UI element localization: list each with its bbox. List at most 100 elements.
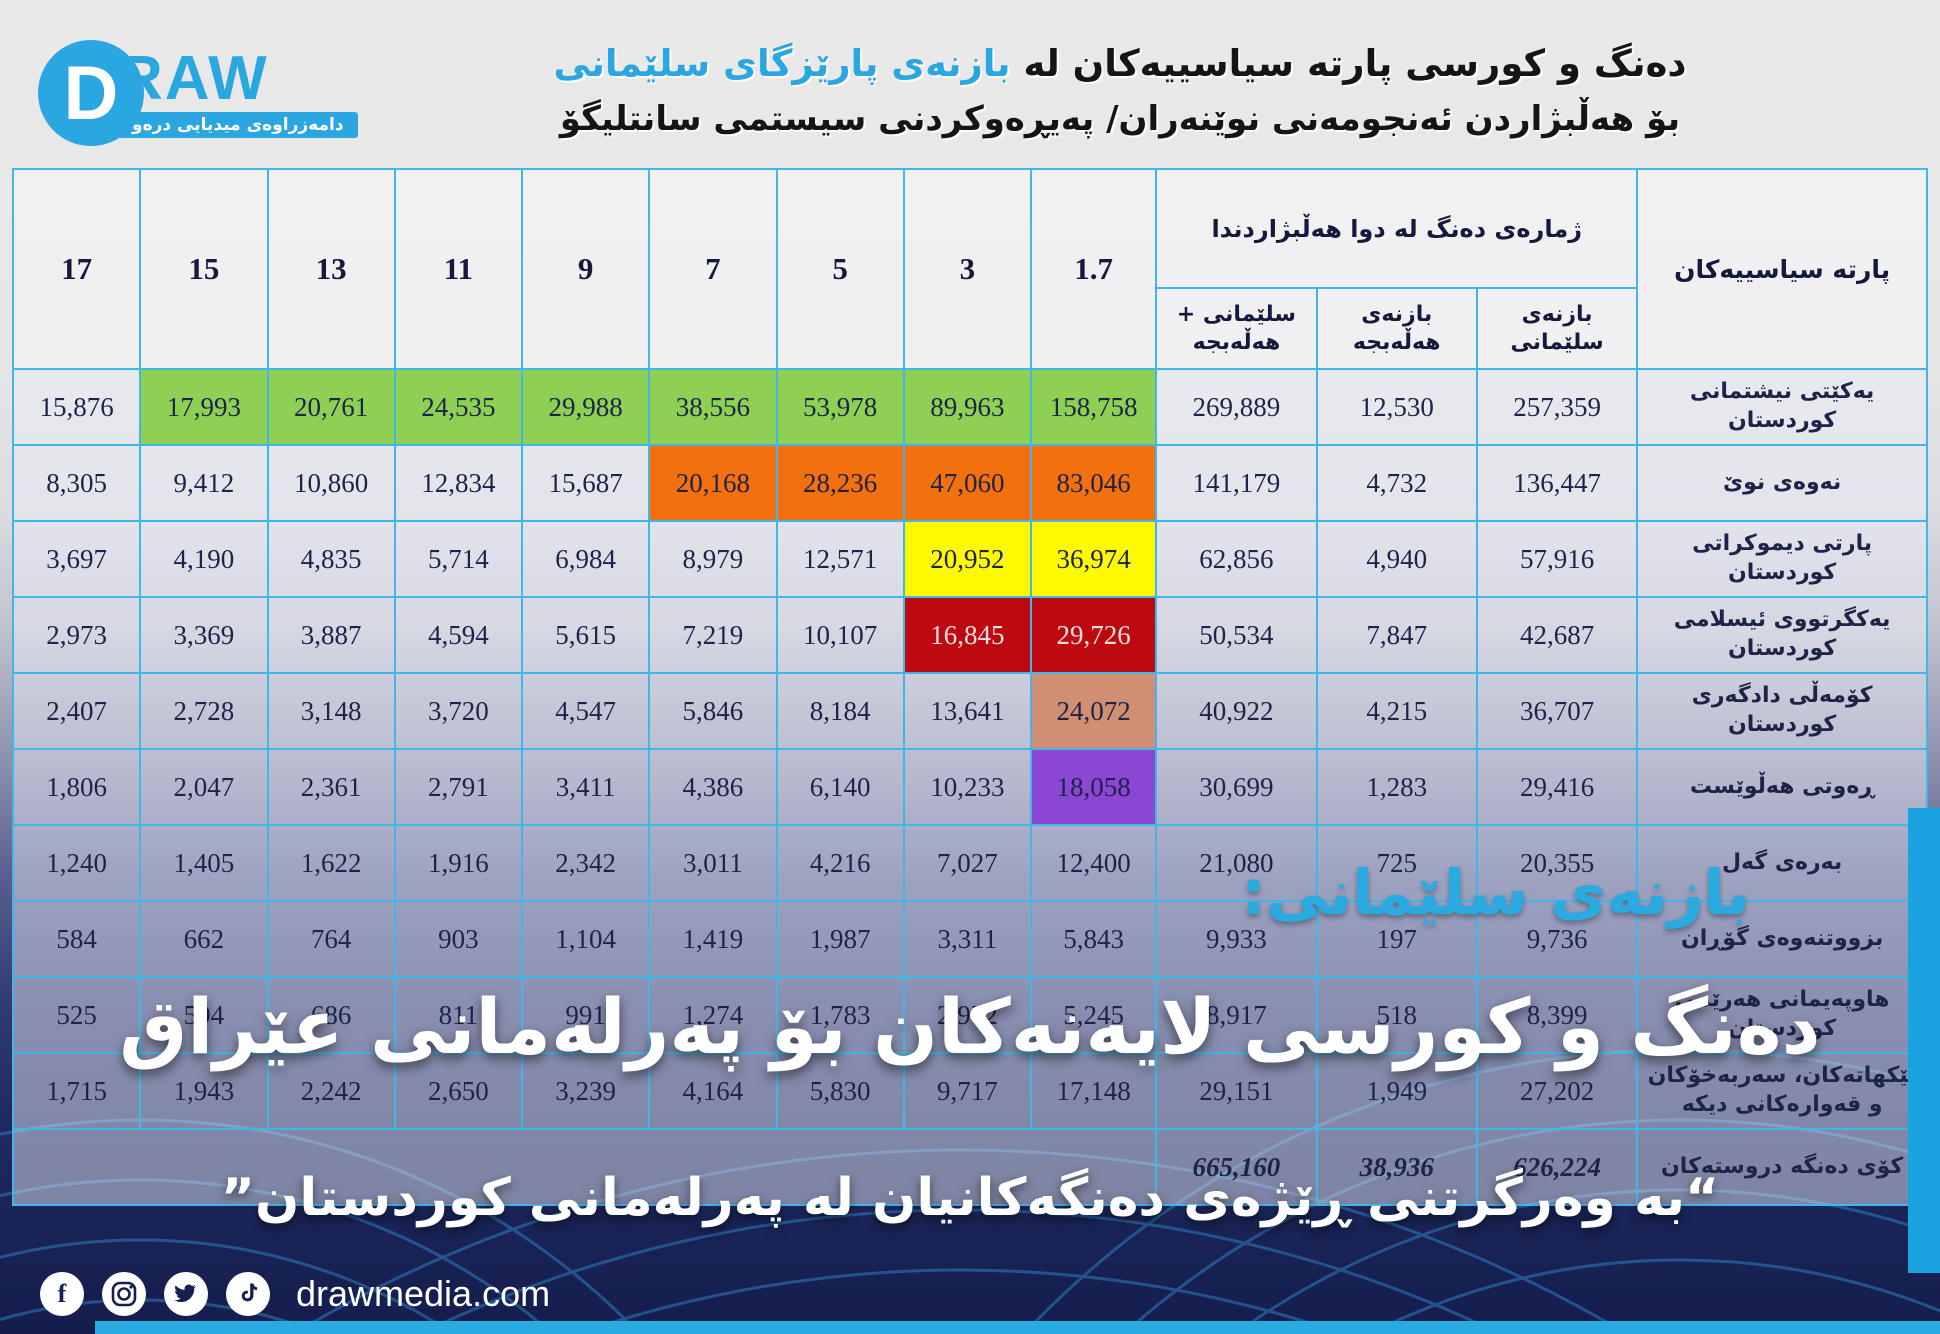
party-name-cell: بزووتنەوەی گۆڕان: [1636, 900, 1928, 978]
divisor-value-cell: 1,622: [266, 824, 396, 902]
divisor-value-cell: 36,974: [1029, 520, 1158, 598]
votes-halabja-cell: 197: [1315, 900, 1478, 978]
divisor-value-cell: 8,305: [11, 444, 142, 522]
table-row: 8,305 9,412 10,860 12,834 15,687 20,168 28,236…: [11, 444, 1928, 522]
divisor-value-cell: 4,386: [648, 748, 778, 826]
table-row: 1,806 2,047 2,361 2,791 3,411 4,386 6,140 10,23…: [11, 748, 1928, 826]
divisor-column-header: 11: [393, 168, 524, 370]
divisor-value-cell: 525: [11, 976, 142, 1054]
votes-group-header: ژمارەی دەنگ لە دوا هەڵبژاردندا: [1155, 168, 1639, 289]
party-name-cell: هاوپەیمانی هەرێمی کوردستان: [1636, 976, 1928, 1054]
twitter-icon: [164, 1272, 208, 1316]
divisor-value-cell: 3,369: [139, 596, 269, 674]
votes-sulaymaniyah-cell: 257,359: [1475, 368, 1639, 446]
divisor-value-cell: 1,943: [139, 1052, 269, 1130]
title-line1-highlight: بازنەی پارێزگای سلێمانی: [553, 42, 1011, 85]
divisor-value-cell: 12,834: [393, 444, 524, 522]
divisor-value-cell: 3,887: [266, 596, 396, 674]
votes-total-cell: 30,699: [1155, 748, 1318, 826]
divisor-value-cell: 3,697: [11, 520, 142, 598]
divisor-value-cell: 158,758: [1029, 368, 1158, 446]
divisor-value-cell: 2,650: [393, 1052, 524, 1130]
page-title: دەنگ و کورسی پارتە سیاسییەکان لە بازنەی …: [330, 42, 1910, 139]
divisor-value-cell: 29,726: [1029, 596, 1158, 674]
website-url: drawmedia.com: [296, 1273, 551, 1314]
divisor-value-cell: 5,714: [393, 520, 524, 598]
divisor-value-cell: 8,979: [648, 520, 778, 598]
divisor-value-cell: 1,419: [648, 900, 778, 978]
title-line-2: بۆ هەڵبژاردن ئەنجومەنی نوێنەران/ پەیڕەوک…: [559, 99, 1681, 139]
divisor-value-cell: 1,405: [139, 824, 269, 902]
votes-halabja-cell: 38,936: [1315, 1128, 1478, 1206]
divisor-value-cell: 1,274: [648, 976, 778, 1054]
table-row: 2,407 2,728 3,148 3,720 4,547 5,846 8,184 13,64…: [11, 672, 1928, 750]
table-row: 1,240 1,405 1,622 1,916 2,342 3,011 4,216 7,027…: [11, 824, 1928, 902]
votes-sulaymaniyah-cell: 9,736: [1475, 900, 1639, 978]
divisor-value-cell: 2,361: [266, 748, 396, 826]
divisor-column-header: 1.7: [1029, 168, 1158, 370]
party-name-cell: بەرەی گەل: [1636, 824, 1928, 902]
divisor-value-cell: 686: [266, 976, 396, 1054]
divisor-value-cell: 9,717: [902, 1052, 1033, 1130]
instagram-icon: [102, 1272, 146, 1316]
headline-overlay: دەنگ و کورسی لایەنەکان بۆ پەرلەمانی عێرا…: [119, 982, 1821, 1071]
votes-subcolumn-header: بازنەی سلێمانی: [1475, 287, 1639, 370]
title-line1-text: دەنگ و کورسی پارتە سیاسییەکان لە: [1010, 42, 1687, 85]
divisor-value-cell: 2,791: [393, 748, 524, 826]
divisor-value-cell: 10,107: [775, 596, 905, 674]
party-name-cell: ڕەوتی هەڵوێست: [1636, 748, 1928, 826]
divisor-value-cell: 3,720: [393, 672, 524, 750]
divisor-value-cell: 4,216: [775, 824, 905, 902]
divisor-value-cell: 38,556: [648, 368, 778, 446]
divisor-value-cell: 1,104: [520, 900, 651, 978]
votes-sulaymaniyah-cell: 8,399: [1475, 976, 1639, 1054]
divisor-value-cell: 12,400: [1029, 824, 1158, 902]
votes-sulaymaniyah-cell: 57,916: [1475, 520, 1639, 598]
divisor-value-cell: 3,411: [520, 748, 651, 826]
divisor-column-header: 5: [775, 168, 905, 370]
divisor-value-cell: 594: [139, 976, 269, 1054]
party-name-cell: پێکهاتەکان، سەربەخۆکان و قەوارەکانی دیکە: [1636, 1052, 1928, 1130]
facebook-icon: f: [40, 1272, 84, 1316]
divisor-value-cell: 903: [393, 900, 524, 978]
divisor-value-cell: 2,972: [902, 976, 1033, 1054]
divisor-value-cell: 991: [520, 976, 651, 1054]
divisor-value-cell: 10,860: [266, 444, 396, 522]
votes-total-cell: 21,080: [1155, 824, 1318, 902]
party-name-cell: نەوەی نوێ: [1636, 444, 1928, 522]
divisor-value-cell: 3,011: [648, 824, 778, 902]
divisor-value-cell: 47,060: [902, 444, 1033, 522]
divisor-value-cell: 2,973: [11, 596, 142, 674]
results-table: 17 15 13 11 9 7 5 3 1.7 ژمارەی دەنگ لە دوا هەڵبژا…: [11, 168, 1928, 1206]
divisor-value-cell: 7,027: [902, 824, 1033, 902]
votes-subcolumn-header: بازنەی هەڵەبجە: [1315, 287, 1478, 370]
divisor-value-cell: 18,058: [1029, 748, 1158, 826]
party-name-cell: یەکێتی نیشتمانی کوردستان: [1636, 368, 1928, 446]
divisor-value-cell: 3,148: [266, 672, 396, 750]
divisor-value-cell: 3,239: [520, 1052, 651, 1130]
divisor-value-cell: 1,916: [393, 824, 524, 902]
divisor-value-cell: 10,233: [902, 748, 1033, 826]
divisor-value-cell: 2,728: [139, 672, 269, 750]
table-row: 15,876 17,993 20,761 24,535 29,988 38,556 53,9…: [11, 368, 1928, 446]
divisor-value-cell: 1,806: [11, 748, 142, 826]
votes-total-cell: 141,179: [1155, 444, 1318, 522]
votes-halabja-cell: 4,940: [1315, 520, 1478, 598]
table-row: 584 662 764 903 1,104 1,419 1,987 3,311 5,843 9,9…: [11, 900, 1928, 978]
divisor-value-cell: 5,615: [520, 596, 651, 674]
votes-halabja-cell: 7,847: [1315, 596, 1478, 674]
divisor-value-cell: 3,311: [902, 900, 1033, 978]
party-name-cell: پارتی دیموکراتی کوردستان: [1636, 520, 1928, 598]
votes-halabja-cell: 725: [1315, 824, 1478, 902]
table-row: 525 594 686 811 991 1,274 1,783 2,972 5,245 8,917…: [11, 976, 1928, 1054]
table-row: 3,697 4,190 4,835 5,714 6,984 8,979 12,571 20,9…: [11, 520, 1928, 598]
divisor-value-cell: 17,993: [139, 368, 269, 446]
divisor-value-cell: 2,342: [520, 824, 651, 902]
votes-halabja-cell: 1,949: [1315, 1052, 1478, 1130]
votes-sulaymaniyah-cell: 136,447: [1475, 444, 1639, 522]
bottom-accent-bar: [95, 1321, 1940, 1334]
votes-total-cell: 40,922: [1155, 672, 1318, 750]
votes-sulaymaniyah-cell: 626,224: [1475, 1128, 1639, 1206]
divisor-column-header: 9: [520, 168, 651, 370]
votes-sulaymaniyah-cell: 27,202: [1475, 1052, 1639, 1130]
